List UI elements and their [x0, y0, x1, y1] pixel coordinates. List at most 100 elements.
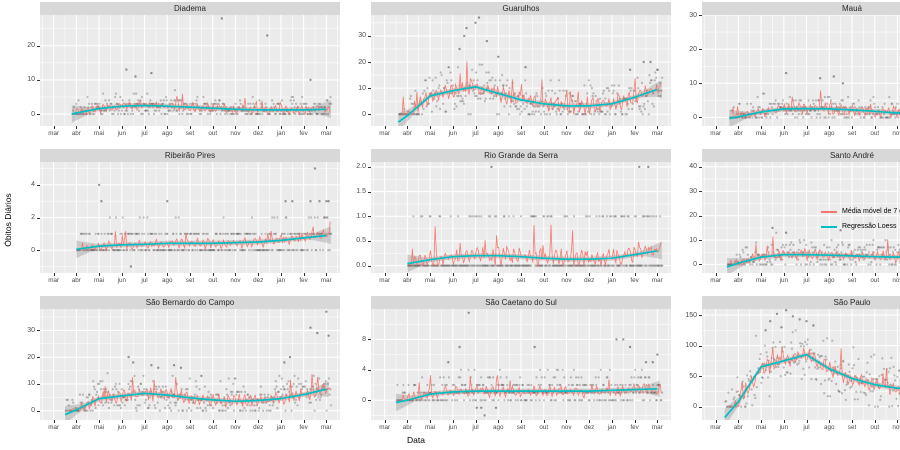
- outlier-point: [812, 324, 815, 327]
- outlier-point: [628, 345, 632, 349]
- legend-label: Média móvel de 7 dias: [842, 208, 900, 215]
- outlier-point: [132, 361, 135, 364]
- x-axis: mar abr mai jun jul ago set out nov dez jan fev mar: [371, 273, 671, 287]
- y-tick-mark: [368, 265, 371, 267]
- outlier-point: [266, 34, 269, 37]
- x-tick-label: mar: [651, 277, 663, 284]
- y-tick-label: 20: [27, 42, 35, 50]
- outlier-point: [649, 60, 652, 64]
- x-tick-label: mar: [379, 277, 391, 284]
- x-tick-label: dez: [253, 424, 264, 431]
- facet-guarulhos: Guarulhos 0 10 20 30 mar abr mai jun jul ago set out…: [345, 2, 671, 140]
- x-tick-label: ago: [162, 424, 173, 431]
- x-tick-label: ago: [824, 424, 835, 431]
- outlier-point: [465, 26, 468, 30]
- facet-diadema: Diadema 0 10 20 mar abr mai jun jul ago set out nov d…: [14, 2, 340, 140]
- y-tick-label: 1.0: [356, 212, 366, 220]
- y-tick-label: 0: [31, 246, 35, 254]
- legend-label: Regressão Loess: [842, 223, 897, 230]
- x-tick-label: mar: [320, 277, 332, 284]
- x-tick-label: jul: [472, 277, 479, 284]
- x-tick-mark: [212, 273, 214, 276]
- outlier-point: [291, 200, 294, 203]
- loess-confidence-band: [76, 226, 331, 259]
- outlier-point: [805, 320, 808, 323]
- x-tick-label: mai: [425, 277, 436, 284]
- x-tick-label: jul: [803, 424, 810, 431]
- x-tick-mark: [326, 420, 328, 423]
- x-tick-mark: [761, 420, 763, 423]
- x-tick-mark: [280, 273, 282, 276]
- x-tick-label: nov: [561, 277, 572, 284]
- x-tick-label: ago: [162, 277, 173, 284]
- x-tick-mark: [566, 273, 568, 276]
- moving-average-line: [67, 373, 331, 411]
- y-tick-label: 20: [689, 212, 697, 220]
- outlier-point: [764, 329, 767, 332]
- facet-title: São Bernardo do Campo: [40, 296, 340, 309]
- x-tick-label: jun: [448, 424, 458, 431]
- x-tick-label: nov: [561, 424, 572, 431]
- x-tick-label: jun: [117, 424, 127, 431]
- x-tick-mark: [326, 273, 328, 276]
- y-axis: 0 2 4: [14, 162, 40, 273]
- x-tick-mark: [475, 420, 477, 423]
- x-tick-mark: [326, 126, 328, 129]
- outlier-point: [100, 200, 103, 203]
- y-tick-mark: [37, 330, 40, 332]
- x-tick-mark: [897, 273, 899, 276]
- x-tick-label: mai: [756, 130, 767, 137]
- x-tick-label: out: [539, 424, 549, 431]
- y-tick-mark: [368, 216, 371, 218]
- x-tick-label: set: [185, 130, 195, 137]
- y-tick-mark: [368, 339, 371, 341]
- x-tick-mark: [634, 126, 636, 129]
- x-tick-label: mar: [48, 424, 60, 431]
- moving-average-line: [401, 61, 662, 115]
- y-tick-label: 0: [693, 403, 697, 411]
- outlier-point: [769, 320, 772, 323]
- facet-title: Mauá: [702, 2, 900, 15]
- x-tick-label: jun: [779, 130, 789, 137]
- outlier-point: [490, 165, 493, 169]
- facet-ribeirao-pires: Ribeirão Pires 0 2 4 mar abr mai jun jul ago set ou…: [14, 149, 340, 287]
- outlier-point: [200, 374, 203, 378]
- x-tick-label: set: [516, 424, 526, 431]
- facet-panel: [702, 162, 900, 273]
- outlier-point: [327, 200, 330, 203]
- y-tick-label: 20: [358, 58, 366, 66]
- y-tick-mark: [699, 166, 702, 168]
- x-tick-label: out: [208, 277, 218, 284]
- x-tick-mark: [715, 273, 717, 276]
- y-tick-mark: [368, 62, 371, 63]
- y-tick-mark: [368, 35, 371, 37]
- facet-panel: [40, 162, 340, 273]
- outlier-point: [166, 200, 169, 203]
- x-tick-label: nov: [230, 130, 241, 137]
- outlier-point: [97, 183, 101, 187]
- outlier-point: [325, 200, 328, 203]
- outlier-point: [480, 406, 483, 409]
- y-tick-label: 2.0: [356, 163, 366, 171]
- outlier-point: [150, 364, 153, 367]
- outlier-point: [309, 200, 312, 203]
- x-tick-label: out: [870, 277, 880, 284]
- facet-santo-andre: Santo André 0 10 20 30 40 mar abr mai jun jul ago se…: [676, 149, 900, 287]
- x-tick-label: jan: [607, 277, 617, 284]
- x-tick-mark: [783, 273, 785, 276]
- x-tick-label: abr: [733, 277, 743, 284]
- x-tick-label: abr: [733, 424, 743, 431]
- x-tick-label: jul: [803, 277, 810, 284]
- x-tick-mark: [498, 420, 500, 423]
- x-tick-label: jun: [779, 424, 789, 431]
- x-tick-label: jan: [276, 130, 286, 137]
- x-tick-label: ago: [493, 130, 504, 137]
- outlier-point: [524, 66, 527, 69]
- x-tick-mark: [829, 420, 831, 423]
- x-tick-mark: [874, 126, 876, 129]
- outlier-point: [485, 39, 489, 43]
- legend: Média móvel de 7 dias Regressão Loess: [821, 208, 900, 230]
- x-tick-label: jan: [276, 277, 286, 284]
- outlier-point: [656, 353, 659, 356]
- x-tick-mark: [235, 126, 237, 129]
